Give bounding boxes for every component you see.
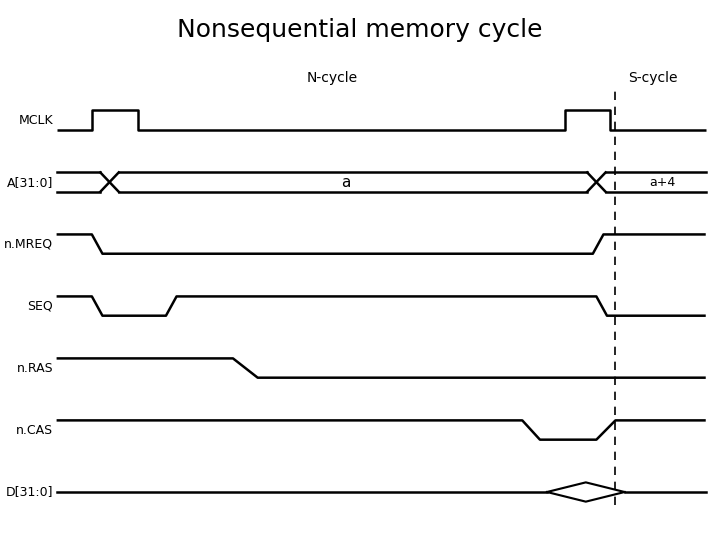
Text: SEQ: SEQ [27, 300, 53, 313]
Text: n.MREQ: n.MREQ [4, 238, 53, 251]
Text: a: a [341, 174, 351, 190]
Title: Nonsequential memory cycle: Nonsequential memory cycle [177, 18, 543, 42]
Text: D[31:0]: D[31:0] [6, 485, 53, 498]
Text: MCLK: MCLK [19, 113, 53, 126]
Text: a+4: a+4 [649, 176, 675, 188]
Text: A[31:0]: A[31:0] [6, 176, 53, 188]
Text: N-cycle: N-cycle [306, 71, 357, 85]
Text: n.CAS: n.CAS [16, 423, 53, 436]
Text: S-cycle: S-cycle [628, 71, 678, 85]
Text: n.RAS: n.RAS [17, 362, 53, 375]
